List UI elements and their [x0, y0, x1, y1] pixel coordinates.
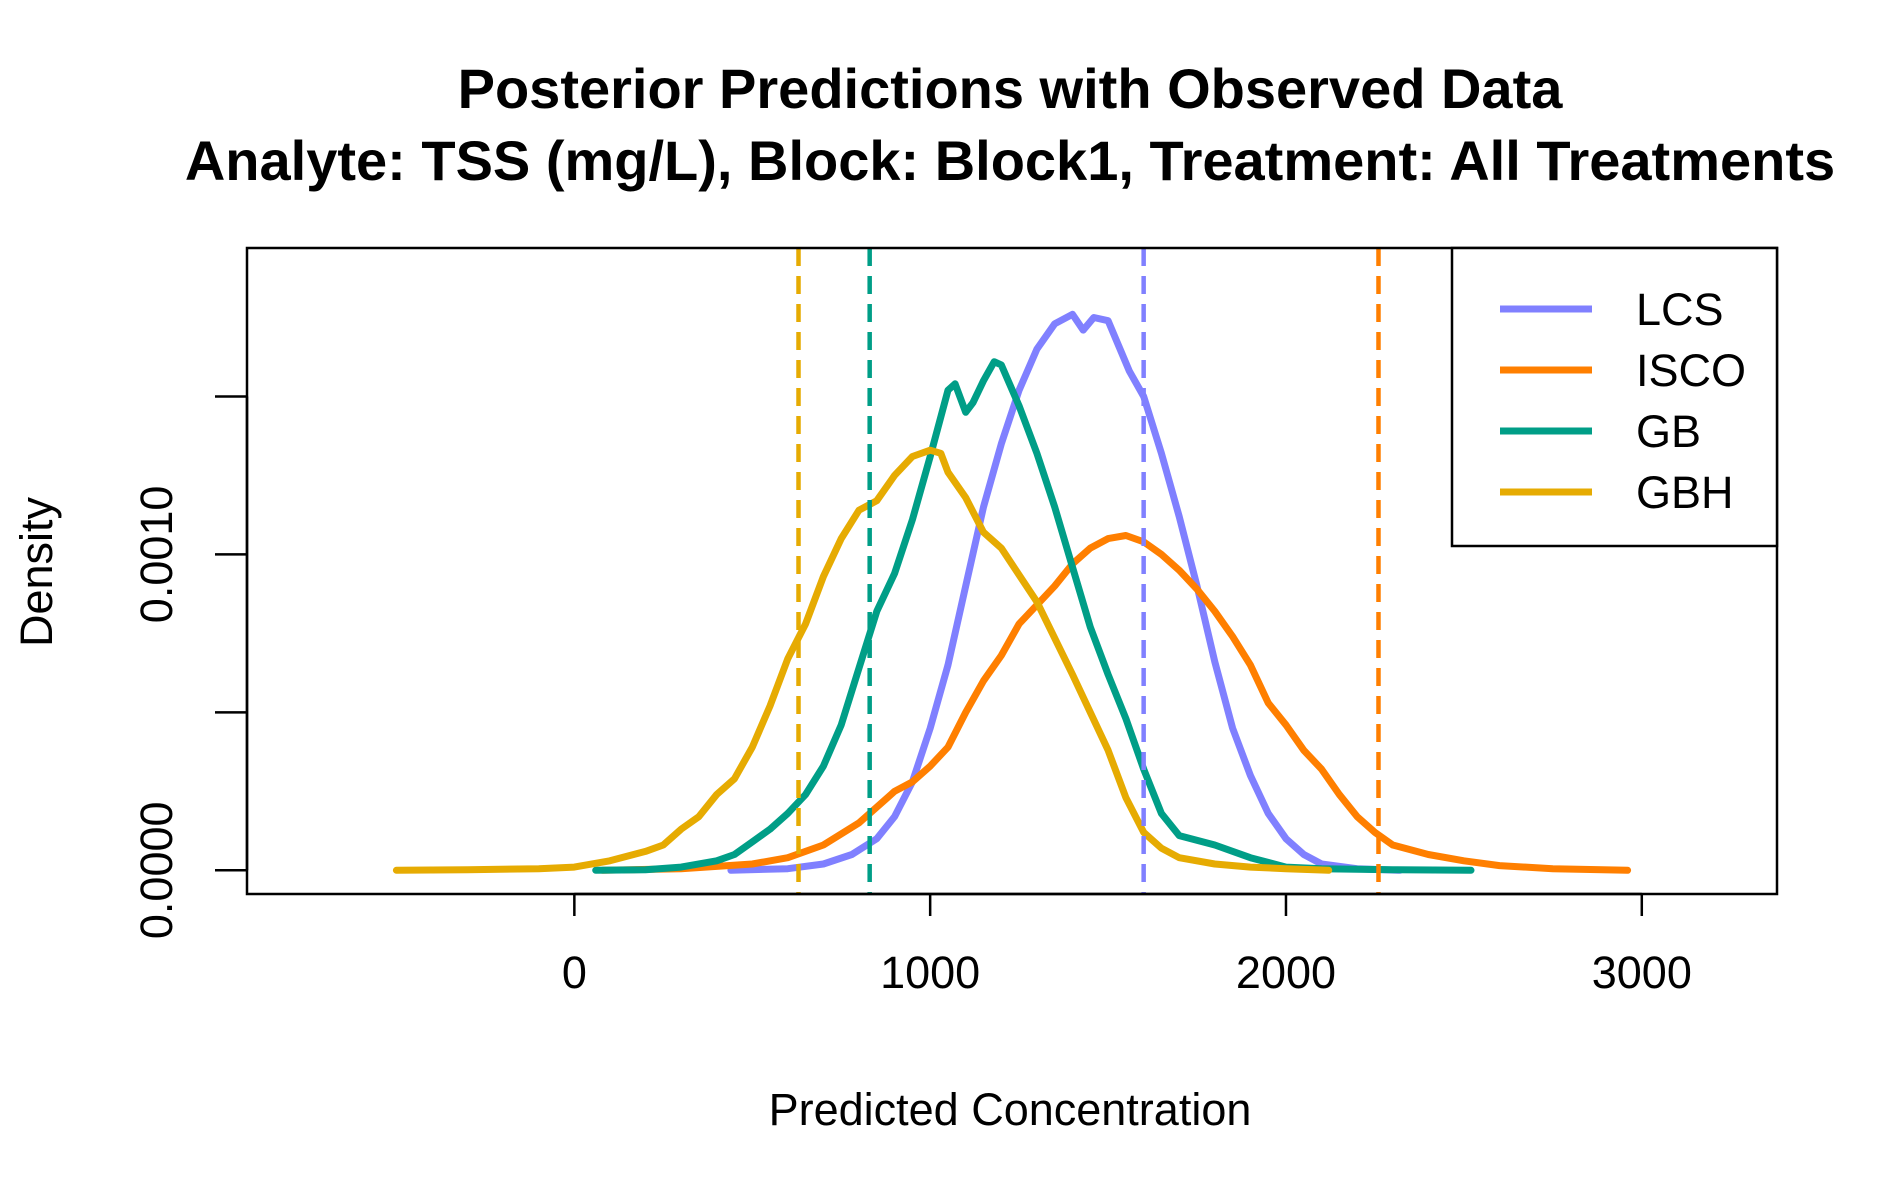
legend-label-isco: ISCO: [1636, 345, 1746, 396]
legend-label-gb: GB: [1636, 406, 1701, 457]
density-line-lcs: [727, 310, 1404, 874]
x-tick-label: 1000: [880, 947, 980, 998]
chart-subtitle: Analyte: TSS (mg/L), Block: Block1, Trea…: [185, 129, 1835, 192]
density-line-isco: [599, 532, 1632, 874]
y-tick-label: 0.0010: [131, 486, 182, 624]
x-axis: 0 1000 2000 3000: [562, 892, 1692, 998]
y-tick-label: 0.0000: [131, 801, 182, 939]
y-axis-label: Density: [11, 496, 62, 647]
plot-content: [392, 248, 1632, 894]
x-axis-label: Predicted Concentration: [769, 1084, 1252, 1135]
y-axis: 0.0000 0.0010: [131, 395, 249, 939]
legend-label-lcs: LCS: [1636, 284, 1724, 335]
chart-title: Posterior Predictions with Observed Data: [458, 57, 1564, 120]
legend: LCS ISCO GB GBH: [1450, 246, 1779, 548]
x-tick-label: 2000: [1236, 947, 1336, 998]
legend-box: [1450, 246, 1779, 548]
density-line-gb: [592, 358, 1475, 874]
legend-label-gbh: GBH: [1636, 467, 1734, 518]
density-line-gbh: [392, 446, 1333, 874]
x-tick-label: 3000: [1592, 947, 1692, 998]
x-tick-label: 0: [562, 947, 587, 998]
